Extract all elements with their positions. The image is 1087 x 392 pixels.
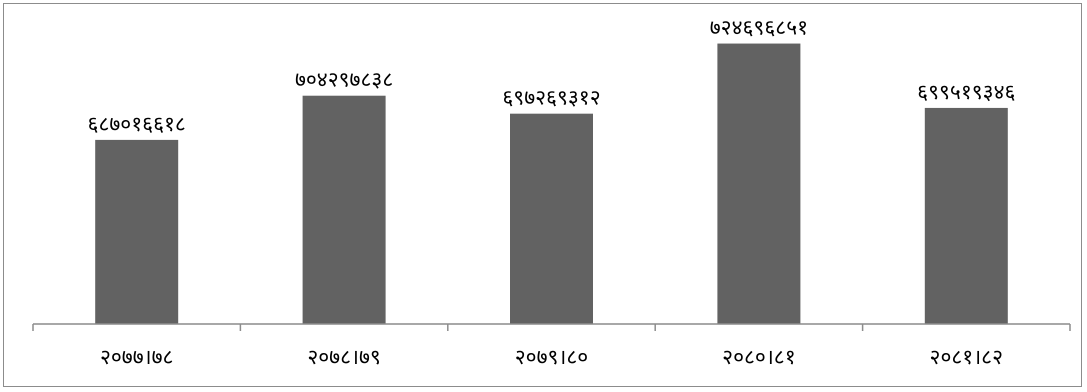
data-label-5: ६९९५१९३४६ bbox=[917, 80, 1015, 104]
data-label-4: ७२४६९६८५१ bbox=[710, 16, 808, 40]
bar-4 bbox=[717, 43, 801, 324]
x-tick-label-1: २०७७।७८ bbox=[100, 345, 173, 369]
bar-3 bbox=[510, 113, 593, 324]
x-tick-label-2: २०७८।७९ bbox=[307, 345, 380, 369]
data-label-3: ६९७२६९३१२ bbox=[502, 86, 600, 110]
bar-5 bbox=[924, 107, 1008, 324]
x-tick-label-3: २०७९।८० bbox=[515, 345, 588, 369]
x-tick-label-5: २०८१।८२ bbox=[930, 345, 1003, 369]
data-label-1: ६८७०१६६१८ bbox=[88, 112, 186, 136]
bar-1 bbox=[95, 139, 179, 324]
x-tick-label-4: २०८०।८१ bbox=[722, 345, 795, 369]
data-label-2: ७०४२९७८३८ bbox=[295, 68, 393, 92]
bar-2 bbox=[302, 95, 386, 324]
